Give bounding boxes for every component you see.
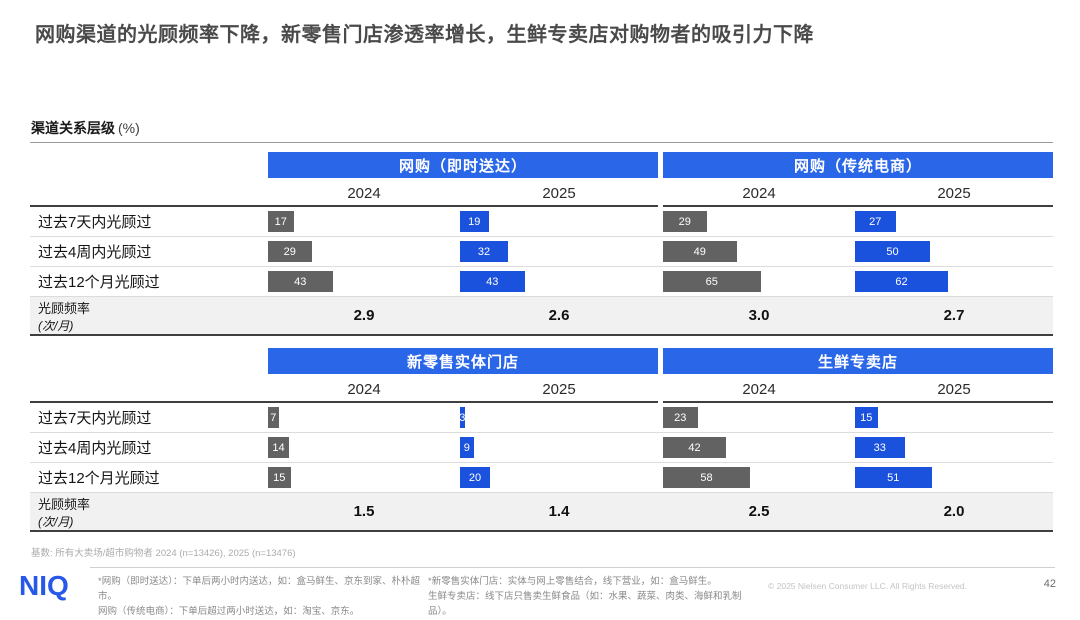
year-label: 2025 [542, 381, 576, 398]
bar-newretail-2024-past4weeks: 14 [268, 437, 289, 458]
column-header-new-retail: 新零售实体门店 [268, 348, 658, 374]
table-bottom-divider [30, 530, 1053, 532]
bar-fresh-2025-past12months: 51 [855, 467, 932, 488]
channel-table-top: 网购（即时送达） 网购（传统电商） 2024 2025 2024 2025 过去… [30, 152, 1053, 336]
header-row: 网购（即时送达） 网购（传统电商） [30, 152, 1053, 178]
table-row-past7days: 过去7天内光顾过 7 3 23 15 [30, 403, 1053, 433]
frequency-row-label: 光顾频率 (次/月) [38, 300, 91, 333]
footer-divider [90, 567, 1055, 568]
section-heading-unit: (%) [118, 120, 140, 136]
bar-traditional-2025-past7days: 27 [855, 211, 896, 232]
column-header-online-instant: 网购（即时送达） [268, 152, 658, 178]
frequency-row: 光顾频率 (次/月) 2.9 2.6 3.0 2.7 [30, 297, 1053, 334]
bar-newretail-2025-past12months: 20 [460, 467, 490, 488]
header-row: 新零售实体门店 生鲜专卖店 [30, 348, 1053, 374]
bar-newretail-2024-past12months: 15 [268, 467, 291, 488]
bar-instant-2024-past7days: 17 [268, 211, 294, 232]
bar-fresh-2025-past4weeks: 33 [855, 437, 905, 458]
year-label: 2024 [347, 381, 381, 398]
section-divider [30, 142, 1053, 143]
frequency-instant-2025: 2.6 [548, 307, 570, 324]
frequency-fresh-2024: 2.5 [748, 503, 770, 520]
bar-fresh-2024-past12months: 58 [663, 467, 750, 488]
year-label: 2025 [542, 185, 576, 202]
table-row-past12months: 过去12个月光顾过 43 43 65 62 [30, 267, 1053, 297]
page-title: 网购渠道的光顾频率下降，新零售门店渗透率增长，生鲜专卖店对购物者的吸引力下降 [35, 24, 814, 46]
table-row-past4weeks: 过去4周内光顾过 29 32 49 50 [30, 237, 1053, 267]
bar-newretail-2025-past4weeks: 9 [460, 437, 474, 458]
frequency-instant-2024: 2.9 [353, 307, 375, 324]
frequency-newretail-2025: 1.4 [548, 503, 570, 520]
frequency-traditional-2024: 3.0 [748, 307, 770, 324]
page-number: 42 [1043, 578, 1056, 590]
bar-traditional-2025-past4weeks: 50 [855, 241, 930, 262]
frequency-traditional-2025: 2.7 [943, 307, 965, 324]
footnotes-online: *网购（即时送达）：下单后两小时内送达，如：盒马鲜生、京东到家、朴朴超市。 网购… [98, 574, 426, 620]
table-row-past4weeks: 过去4周内光顾过 14 9 42 33 [30, 433, 1053, 463]
channel-table-bottom: 新零售实体门店 生鲜专卖店 2024 2025 2024 2025 过去7天内光… [30, 348, 1053, 532]
frequency-row-label: 光顾频率 (次/月) [38, 496, 91, 529]
bar-traditional-2024-past4weeks: 49 [663, 241, 737, 262]
bar-fresh-2024-past4weeks: 42 [663, 437, 726, 458]
niq-logo: NIQ [19, 570, 69, 601]
table-bottom-divider [30, 334, 1053, 336]
bar-newretail-2025-past7days: 3 [459, 407, 465, 428]
bar-fresh-2025-past7days: 15 [855, 407, 878, 428]
year-label: 2024 [347, 185, 381, 202]
footnotes-stores: *新零售实体门店：实体与网上零售结合，线下营业，如：盒马鲜生。 生鲜专卖店：线下… [428, 574, 758, 620]
copyright-text: © 2025 Nielsen Consumer LLC. All Rights … [768, 581, 968, 591]
base-note: 基数: 所有大卖场/超市购物者 2024 (n=13426), 2025 (n=… [31, 548, 296, 559]
table-head-divider [30, 205, 1053, 207]
row-label: 过去7天内光顾过 [38, 410, 152, 427]
bar-fresh-2024-past7days: 23 [663, 407, 698, 428]
bar-traditional-2024-past7days: 29 [663, 211, 707, 232]
table-row-past7days: 过去7天内光顾过 17 19 29 27 [30, 207, 1053, 237]
year-row: 2024 2025 2024 2025 [30, 374, 1053, 401]
year-label: 2024 [742, 381, 776, 398]
bar-instant-2025-past12months: 43 [460, 271, 525, 292]
row-label: 过去7天内光顾过 [38, 214, 152, 231]
table-head-divider [30, 401, 1053, 403]
frequency-newretail-2024: 1.5 [353, 503, 375, 520]
bar-instant-2024-past4weeks: 29 [268, 241, 312, 262]
bar-traditional-2024-past12months: 65 [663, 271, 761, 292]
row-label: 过去4周内光顾过 [38, 244, 152, 261]
row-label: 过去12个月光顾过 [38, 274, 160, 291]
table-row-past12months: 过去12个月光顾过 15 20 58 51 [30, 463, 1053, 493]
footnote-online-traditional: 网购（传统电商）：下单后超过两小时送达，如：淘宝、京东。 [98, 606, 360, 618]
year-row: 2024 2025 2024 2025 [30, 178, 1053, 205]
row-label: 过去12个月光顾过 [38, 470, 160, 487]
row-label: 过去4周内光顾过 [38, 440, 152, 457]
year-label: 2024 [742, 185, 776, 202]
bar-instant-2025-past7days: 19 [460, 211, 489, 232]
bar-instant-2024-past12months: 43 [268, 271, 333, 292]
frequency-row: 光顾频率 (次/月) 1.5 1.4 2.5 2.0 [30, 493, 1053, 530]
bar-traditional-2025-past12months: 62 [855, 271, 948, 292]
year-label: 2025 [937, 185, 971, 202]
year-label: 2025 [937, 381, 971, 398]
footnote-online-instant: *网购（即时送达）：下单后两小时内送达，如：盒马鲜生、京东到家、朴朴超市。 [98, 576, 420, 603]
section-heading-label: 渠道关系层级 [31, 120, 115, 136]
column-header-fresh-specialty: 生鲜专卖店 [663, 348, 1053, 374]
section-heading: 渠道关系层级 (%) [31, 118, 140, 138]
column-header-online-traditional: 网购（传统电商） [663, 152, 1053, 178]
frequency-fresh-2025: 2.0 [943, 503, 965, 520]
footnote-new-retail: *新零售实体门店：实体与网上零售结合，线下营业，如：盒马鲜生。 [428, 576, 717, 587]
bar-instant-2025-past4weeks: 32 [460, 241, 508, 262]
footnote-fresh-specialty: 生鲜专卖店：线下店只售卖生鲜食品（如：水果、蔬菜、肉类、海鲜和乳制品）。 [428, 591, 742, 618]
bar-newretail-2024-past7days: 7 [268, 407, 279, 428]
